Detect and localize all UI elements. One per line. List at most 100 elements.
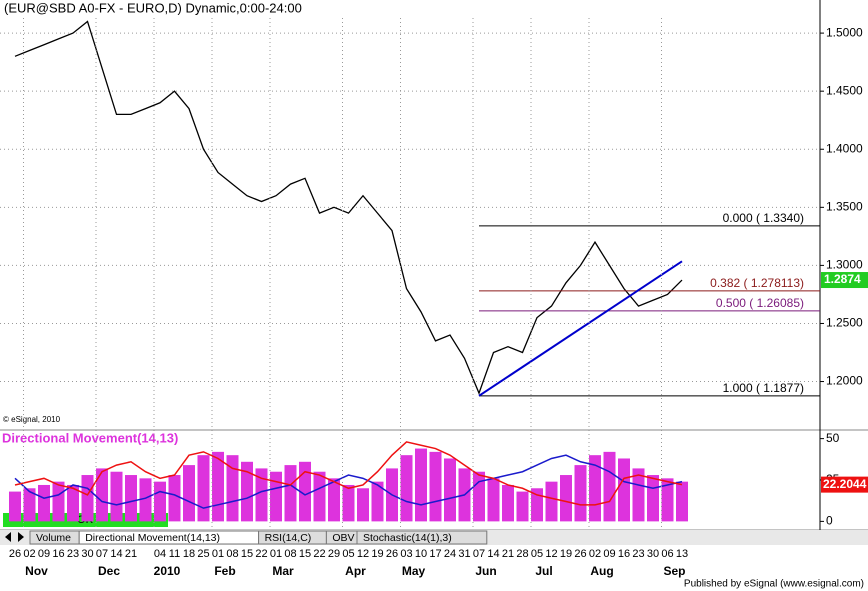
month-label: Feb (214, 564, 235, 578)
x-tick-label: 09 (603, 548, 615, 560)
tab-label[interactable]: Volume (36, 532, 71, 544)
x-tick-label: 08 (226, 548, 238, 560)
y-tick-label: 50 (826, 431, 840, 445)
tab-label[interactable]: Directional Movement(14,13) (85, 532, 220, 544)
x-tick-label: 02 (589, 548, 601, 560)
adx-column (110, 471, 123, 522)
x-tick-label: 02 (23, 548, 35, 560)
x-tick-label: 15 (299, 548, 311, 560)
adx-column (38, 484, 50, 522)
x-tick-label: 07 (473, 548, 485, 560)
adx-column (415, 448, 427, 522)
trendline (478, 260, 683, 397)
adx-column (574, 465, 587, 522)
month-label: Aug (590, 564, 613, 578)
x-tick-label: 10 (415, 548, 427, 560)
y-tick-label: 1.3500 (826, 199, 863, 213)
adx-column (487, 478, 500, 522)
adx-column (270, 471, 282, 522)
adx-column (632, 468, 645, 522)
scroll-left[interactable] (5, 532, 11, 542)
adx-column (473, 471, 485, 522)
adx-column (81, 475, 94, 522)
tab-label[interactable]: OBV (332, 532, 354, 544)
fib-label: 1.000 ( 1.1877) (723, 381, 804, 395)
adx-column (444, 458, 456, 522)
x-tick-label: 25 (197, 548, 209, 560)
x-tick-label: 17 (429, 548, 441, 560)
x-tick-label: 06 (661, 548, 673, 560)
adx-column (154, 481, 166, 522)
adx-column (241, 461, 253, 522)
x-tick-label: 19 (371, 548, 383, 560)
month-label: Nov (25, 564, 48, 578)
di-line (14, 441, 683, 506)
adx-column (371, 481, 384, 522)
x-tick-label: 03 (400, 548, 412, 560)
adx-column (168, 475, 181, 522)
y-tick-label: 0 (826, 514, 833, 528)
month-label: Sep (663, 564, 685, 578)
adx-column (212, 451, 224, 522)
fib-label: 0.000 ( 1.3340) (723, 211, 804, 225)
tab-label[interactable]: RSI(14,C) (265, 532, 312, 544)
price-line (14, 20, 683, 395)
x-tick-label: 15 (241, 548, 253, 560)
x-tick-label: 23 (632, 548, 644, 560)
x-tick-label: 16 (52, 548, 64, 560)
x-tick-label: 23 (67, 548, 79, 560)
month-label: Jul (535, 564, 552, 578)
adx-column (357, 488, 369, 522)
tab-label[interactable]: Stochastic(14(1),3) (363, 532, 452, 544)
adx-column (183, 465, 195, 522)
month-label: Jun (475, 564, 496, 578)
x-tick-label: 07 (96, 548, 108, 560)
x-tick-label: 22 (255, 548, 267, 560)
last-price-box (821, 272, 868, 289)
indicator-value-label: 22.2044 (823, 477, 867, 491)
copyright: © eSignal, 2010 (3, 415, 61, 424)
x-tick-label: 29 (328, 548, 340, 560)
last-price-label: 1.2874 (824, 272, 861, 286)
indicator-title: Directional Movement(14,13) (2, 430, 178, 445)
y-tick-label: 1.5000 (826, 25, 863, 39)
adx-column (226, 455, 239, 522)
month-label: 2010 (154, 564, 181, 578)
scroll-right[interactable] (18, 532, 24, 542)
indicator-value-box (821, 476, 868, 493)
y-tick-label: 1.3000 (826, 258, 863, 272)
adx-column (676, 481, 688, 522)
month-label: Dec (98, 564, 120, 578)
tab[interactable] (356, 530, 488, 545)
date-axis (0, 545, 868, 591)
adx-column (603, 451, 616, 522)
fib-label: 0.500 ( 1.26085) (716, 296, 804, 310)
x-tick-label: 12 (545, 548, 557, 560)
y-tick-label: 1.4500 (826, 83, 863, 97)
x-tick-label: 12 (357, 548, 369, 560)
x-tick-label: 14 (110, 548, 122, 560)
x-tick-label: 19 (560, 548, 572, 560)
fib-label: 0.382 ( 1.278113) (710, 276, 804, 290)
x-tick-label: 30 (647, 548, 659, 560)
y-tick-label: 1.4000 (826, 141, 863, 155)
y-tick-label: 1.2000 (826, 374, 863, 388)
x-tick-label: 22 (313, 548, 325, 560)
month-label: Apr (345, 564, 366, 578)
di-line (14, 454, 683, 509)
x-tick-label: 09 (38, 548, 50, 560)
x-tick-label: 21 (125, 548, 137, 560)
x-tick-label: 18 (183, 548, 195, 560)
adx-column (125, 475, 137, 522)
x-tick-label: 21 (502, 548, 514, 560)
adx-column (313, 471, 326, 522)
adx-column (9, 491, 21, 522)
y-tick-label: 1.2500 (826, 316, 863, 330)
adx-column (255, 468, 268, 522)
adx-column (545, 481, 558, 522)
adx-column (429, 451, 442, 522)
x-tick-label: 01 (270, 548, 282, 560)
adx-column (618, 458, 630, 522)
adx-column (23, 488, 36, 522)
adx-column (400, 455, 413, 522)
